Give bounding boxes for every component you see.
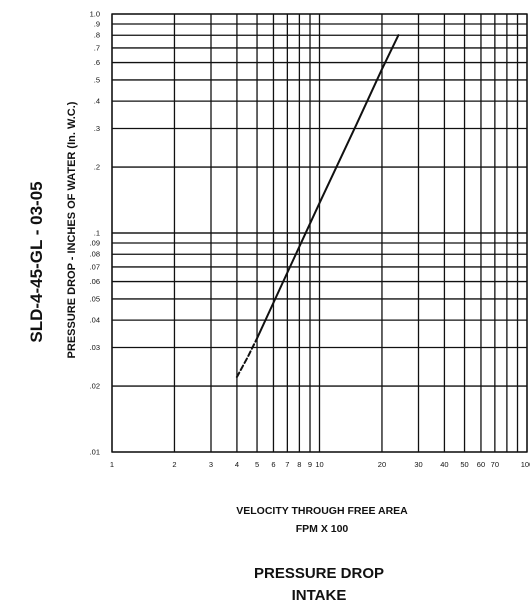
chart-subtitle: INTAKE <box>292 587 347 604</box>
y-tick-label: .08 <box>90 250 100 259</box>
x-tick-label: 50 <box>460 460 468 469</box>
series-lines <box>235 34 400 378</box>
y-tick-label: .02 <box>90 382 100 391</box>
document-id: SLD-4-45-GL - 03-05 <box>27 181 46 342</box>
y-tick-label: .05 <box>90 294 100 303</box>
x-tick-label: 70 <box>491 460 499 469</box>
y-tick-label: .07 <box>90 262 100 271</box>
x-tick-label: 20 <box>378 460 386 469</box>
y-tick-label: .04 <box>90 316 100 325</box>
y-tick-label: .03 <box>90 343 100 352</box>
x-tick-label: 3 <box>209 460 213 469</box>
x-tick-label: 40 <box>440 460 448 469</box>
y-tick-label: .8 <box>94 31 100 40</box>
x-tick-label: 8 <box>297 460 301 469</box>
x-tick-label: 2 <box>172 460 176 469</box>
x-tick-label: 4 <box>235 460 239 469</box>
x-tick-label: 6 <box>271 460 275 469</box>
y-axis-label: PRESSURE DROP - INCHES OF WATER (In. W.C… <box>66 101 78 358</box>
y-tick-label: .09 <box>90 239 100 248</box>
y-tick-label: .7 <box>94 43 100 52</box>
y-tick-label: .1 <box>94 229 100 238</box>
chart-grid <box>111 13 528 453</box>
y-tick-label: .06 <box>90 277 100 286</box>
x-axis-label: VELOCITY THROUGH FREE AREA <box>236 505 408 517</box>
y-tick-label: .4 <box>94 97 100 106</box>
x-tick-label: 10 <box>315 460 323 469</box>
y-tick-label: .5 <box>94 75 100 84</box>
y-tick-labels: .01 .02 .03 .04 .05 .06 .07 .08 .09.1 .2 .3 .4 .5 .6.… <box>90 10 100 457</box>
y-tick-label: .6 <box>94 58 100 67</box>
x-tick-label: 9 <box>308 460 312 469</box>
y-tick-label: .01 <box>90 448 100 457</box>
series-line-dashed <box>235 337 258 378</box>
x-tick-label: 1 <box>110 460 114 469</box>
y-tick-label: .9 <box>94 20 100 29</box>
x-tick-label: 100 <box>521 460 530 469</box>
x-tick-label: 60 <box>477 460 485 469</box>
x-tick-label: 5 <box>255 460 259 469</box>
chart-title: PRESSURE DROP <box>254 565 384 582</box>
x-tick-label: 30 <box>414 460 422 469</box>
y-tick-label: .2 <box>94 163 100 172</box>
y-tick-label: .3 <box>94 124 100 133</box>
x-axis-units: FPM X 100 <box>296 523 349 535</box>
y-tick-label: 1.0 <box>90 10 100 19</box>
series-line-solid <box>256 34 400 340</box>
x-tick-label: 7 <box>285 460 289 469</box>
